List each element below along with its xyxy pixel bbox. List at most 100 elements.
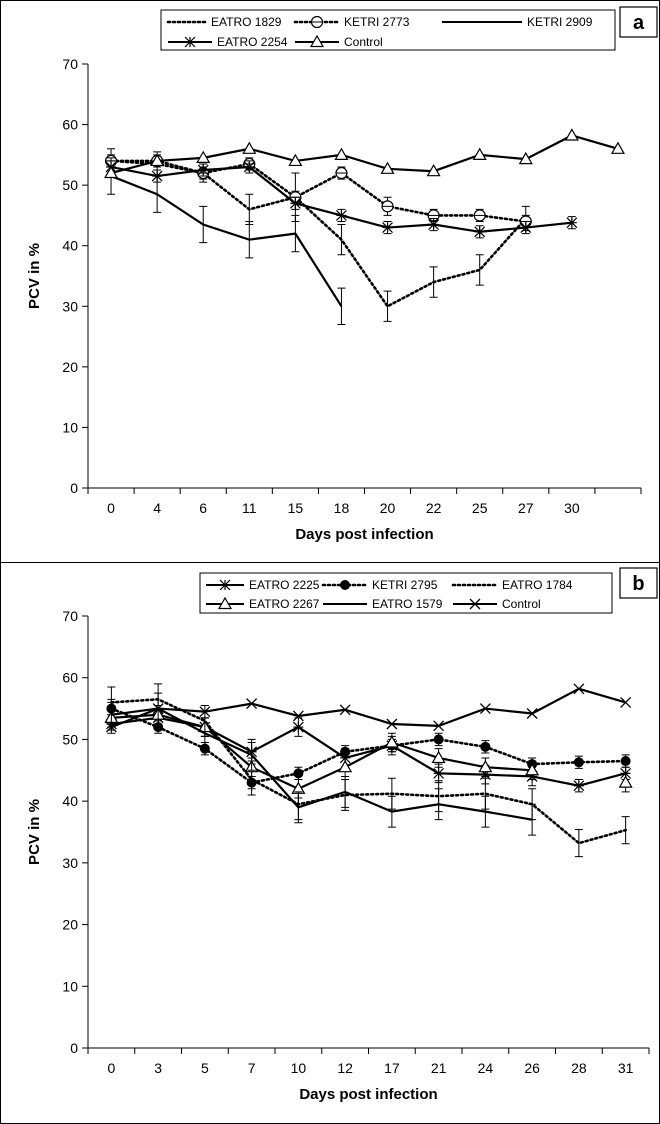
error-bar: [341, 775, 350, 808]
data-point: [478, 759, 493, 773]
data-point: [336, 210, 347, 221]
data-point: [380, 161, 395, 174]
data-point: [340, 746, 351, 757]
series-2: [107, 157, 346, 325]
data-point: [518, 151, 533, 165]
data-point: [150, 153, 165, 167]
data-point: [105, 721, 117, 733]
error-bar: [481, 795, 490, 828]
data-point: [573, 683, 585, 695]
y-tick-label: 10: [62, 978, 78, 994]
y-tick-label: 20: [62, 917, 78, 933]
x-tick-label: 0: [107, 1060, 115, 1076]
data-point: [338, 759, 353, 773]
data-point: [620, 696, 632, 708]
error-bar: [247, 738, 256, 771]
series-1: [106, 701, 631, 790]
data-point: [243, 161, 255, 173]
series-4: [104, 128, 625, 179]
x-tick-label: 25: [472, 500, 488, 516]
data-point: [382, 222, 393, 233]
legend-item: EATRO 1829: [166, 15, 282, 29]
legend-box: [160, 9, 616, 51]
data-point: [197, 164, 209, 176]
data-point: [104, 165, 119, 179]
panel-letter: b: [632, 573, 644, 595]
error-bar: [387, 795, 396, 828]
series-line: [109, 159, 528, 308]
data-point: [573, 780, 585, 792]
error-bar: [528, 803, 537, 836]
legend-item: KETRI 2909: [442, 15, 593, 29]
data-point: [426, 164, 441, 177]
data-point: [573, 757, 584, 768]
data-point: [384, 735, 399, 748]
x-tick-label: 22: [426, 500, 442, 516]
x-tick-label: 31: [618, 1060, 634, 1076]
error-bar: [294, 791, 303, 824]
data-point: [151, 170, 163, 182]
y-tick-label: 20: [62, 359, 78, 375]
error-bar: [291, 214, 300, 253]
x-tick-label: 5: [201, 1060, 209, 1076]
error-bar: [621, 816, 630, 845]
data-point: [288, 153, 303, 167]
data-point: [620, 756, 631, 767]
x-tick-label: 20: [380, 500, 396, 516]
y-tick-label: 0: [70, 1040, 78, 1056]
x-tick-label: 30: [564, 500, 580, 516]
series-line: [110, 707, 627, 785]
y-tick-label: 50: [62, 177, 78, 193]
x-axis-title: Days post infection: [299, 1086, 437, 1103]
legend-item: Control: [453, 597, 541, 611]
y-tick-label: 70: [62, 608, 78, 624]
error-bar: [337, 224, 346, 256]
data-point: [386, 718, 398, 730]
data-point: [428, 219, 440, 230]
data-point: [564, 128, 579, 141]
series-1: [104, 154, 532, 229]
x-axis-title: Days post infection: [295, 526, 433, 543]
x-tick-label: 15: [288, 500, 304, 516]
x-tick-label: 6: [199, 500, 207, 516]
x-tick-label: 18: [334, 500, 350, 516]
error-bar: [200, 717, 209, 750]
error-bar: [245, 220, 254, 259]
legend-label: KETRI 2795: [372, 578, 438, 592]
legend-item: EATRO 2267: [206, 596, 320, 611]
error-bar: [434, 788, 443, 821]
x-tick-label: 21: [431, 1060, 447, 1076]
legend-label: Control: [502, 597, 541, 611]
legend-label: EATRO 1829: [211, 15, 282, 29]
legend-marker: [340, 580, 350, 590]
x-tick-label: 7: [248, 1060, 256, 1076]
x-tick-label: 28: [571, 1060, 587, 1076]
data-point: [153, 722, 164, 733]
data-point: [618, 775, 633, 788]
data-point: [334, 147, 349, 160]
legend-item: Control: [295, 34, 383, 49]
y-tick-label: 10: [62, 419, 78, 435]
data-point: [292, 721, 304, 733]
chart-panel-b: 0 10 20 30 40 50 60 70 0 3 5 7 10 12 17 21 24 26 28 31 Days …: [0, 563, 660, 1124]
data-point: [433, 734, 444, 745]
data-point: [472, 147, 487, 160]
legend-marker: [310, 15, 324, 29]
x-tick-label: 27: [518, 500, 534, 516]
legend-marker: [469, 598, 481, 610]
data-point: [479, 703, 491, 715]
chart-b-svg: 0 10 20 30 40 50 60 70 0 3 5 7 10 12 17 21 24 26 28 31 Days …: [26, 567, 658, 1103]
legend-marker: [309, 34, 325, 48]
data-point: [480, 741, 491, 752]
legend-label: EATRO 1579: [372, 597, 443, 611]
data-point: [292, 710, 304, 722]
data-point: [199, 706, 211, 718]
x-tick-label: 12: [337, 1060, 353, 1076]
axes: 0 10 20 30 40 50 60 70 0 3 5 7 10 12 17 21 24 26 28 31: [62, 608, 650, 1076]
data-point: [381, 200, 394, 213]
x-tick-label: 3: [154, 1060, 162, 1076]
x-tick-label: 17: [384, 1060, 400, 1076]
y-tick-label: 60: [62, 670, 78, 686]
data-point: [433, 767, 445, 779]
legend-label: KETRI 2909: [527, 15, 593, 29]
